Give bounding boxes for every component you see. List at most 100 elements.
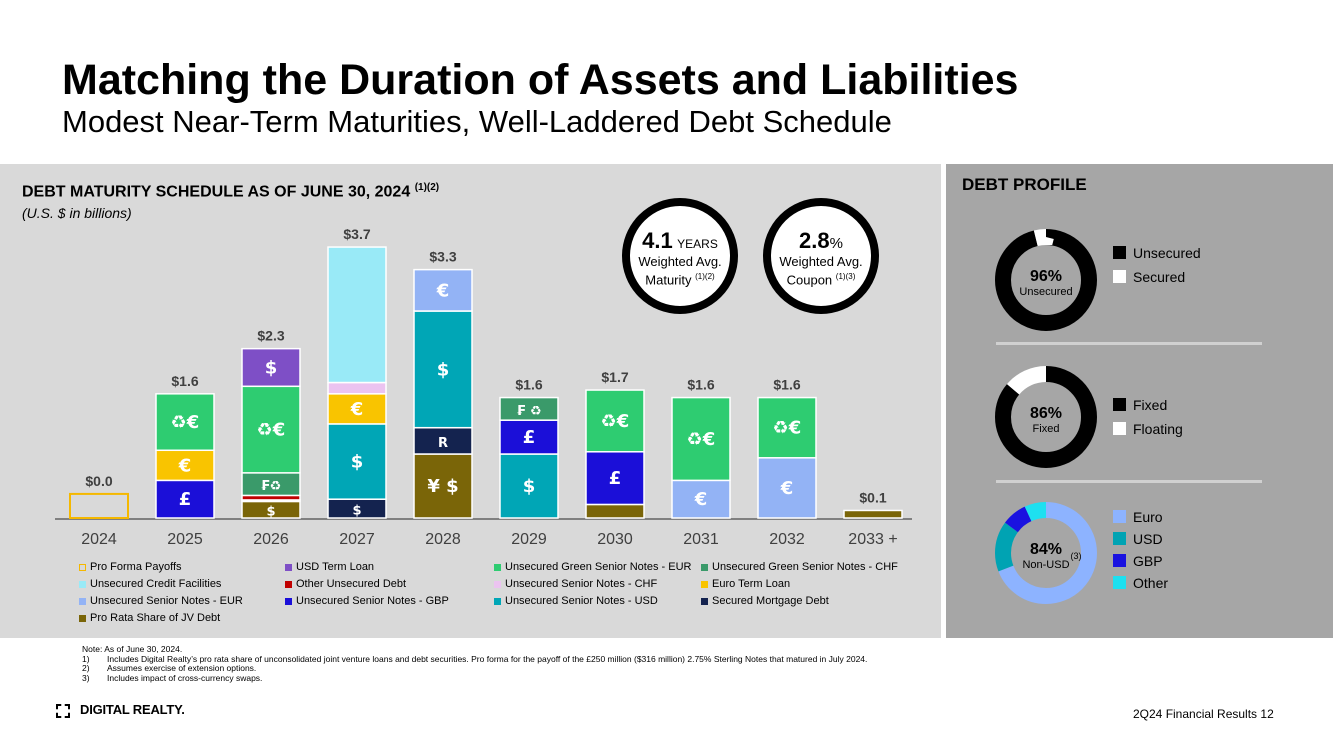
profile-legend-label: GBP [1133, 553, 1163, 569]
profile-divider [996, 342, 1262, 345]
profile-legend-item: Floating [1113, 421, 1183, 437]
legend-label: USD Term Loan [296, 561, 375, 573]
chart-heading-text: DEBT MATURITY SCHEDULE AS OF JUNE 30, 20… [22, 183, 411, 201]
bar-segment-symbol: $ [523, 476, 536, 497]
legend-item: Euro Term Loan [701, 578, 790, 590]
x-tick-label: 2026 [253, 531, 289, 548]
page-subtitle: Modest Near-Term Maturities, Well-Ladder… [62, 104, 892, 139]
legend-swatch [79, 614, 86, 622]
bar-segment-senior-gbp [499, 419, 559, 455]
legend-item: Unsecured Senior Notes - CHF [494, 578, 657, 590]
bar-total-label: $1.7 [601, 369, 628, 385]
profile-legend-label: Floating [1133, 421, 1183, 437]
bar-segment-euro-term-loan [155, 449, 215, 482]
legend-swatch [494, 580, 501, 588]
chart-heading-note: (1)(2) [414, 182, 440, 193]
bar-total-label: $3.3 [429, 249, 456, 265]
footnote-num: 2) [82, 663, 90, 673]
bar-total-label: $0.0 [85, 473, 112, 489]
bar-segment-symbol: £ [179, 489, 192, 510]
footnote-text: Includes impact of cross-currency swaps. [107, 672, 263, 683]
kpi-coupon-note: (1)(3) [835, 272, 856, 281]
bar-segment-symbol: $ [437, 359, 450, 380]
footnote-text: Assumes exercise of extension options. [107, 663, 257, 673]
legend-label: Unsecured Senior Notes - CHF [505, 578, 658, 590]
kpi-coupon-unit: % [829, 235, 843, 252]
footnote-text: Includes Digital Realty’s pro rata share… [107, 653, 868, 664]
profile-legend-label: Fixed [1133, 397, 1168, 413]
profile-legend-label: Other [1133, 575, 1169, 591]
x-tick-label: 2033 + [848, 531, 897, 548]
bar-segment-senior-eur [413, 268, 473, 312]
bar-segment-symbol: £ [609, 468, 622, 489]
debt-profile-donuts: 96%Unsecured 86%Fixed 84%Non-USD(3) [995, 229, 1097, 604]
donut-center-value: 84% [1030, 541, 1062, 558]
profile-legend-label: USD [1133, 531, 1163, 547]
debt-maturity-chart: $0.0 2024 £ € ♻€ $1.6 2025 $ ₣♻ ♻€ $ $2.3 2026 $ $ € $3.… [55, 226, 912, 548]
footnote-row: Note: As of June 30, 2024. [82, 644, 867, 655]
bar-segment-green-eur [671, 396, 731, 482]
bar-segment-symbol: £ [523, 427, 536, 448]
bar-segment-symbol: $ [352, 504, 361, 519]
profile-legend-item: Secured [1113, 269, 1185, 285]
bar-segment-symbol: ♻€ [773, 418, 802, 439]
kpi-maturity-note: (1)(2) [695, 272, 715, 281]
bar-segment-pro-forma [69, 492, 129, 520]
bar-segment-symbol: ₣♻ [261, 479, 282, 494]
footnotes: Note: As of June 30, 2024. 1) Includes Di… [82, 644, 868, 683]
donut-center-label: Fixed [1033, 423, 1060, 435]
bar-segment-symbol: $ [266, 505, 275, 520]
profile-legend-item: GBP [1113, 553, 1163, 569]
legend-label: Unsecured Green Senior Notes - EUR [505, 561, 692, 573]
profile-legend-swatch [1113, 509, 1126, 523]
bar-total-label: $3.7 [343, 226, 370, 242]
bar-segment-green-eur [757, 396, 817, 459]
x-tick-label: 2024 [81, 531, 117, 548]
footnote-num: 1) [82, 653, 90, 664]
legend-item: Other Unsecured Debt [285, 578, 406, 590]
profile-legend-swatch [1113, 575, 1126, 589]
logo-text: DIGITAL REALTY. [80, 702, 185, 717]
legend-item: Unsecured Credit Facilities [79, 578, 221, 590]
legend-label: Pro Rata Share of JV Debt [90, 612, 221, 624]
bar-segment-symbol: ¥ $ [427, 476, 458, 497]
legend-item: USD Term Loan [285, 561, 374, 573]
donut-hole [1011, 382, 1081, 452]
profile-legend-label: Secured [1133, 269, 1186, 285]
legend-item: Pro Rata Share of JV Debt [79, 612, 220, 624]
bar-total-label: $1.6 [171, 373, 198, 389]
x-tick-label: 2029 [511, 531, 547, 548]
legend-swatch [701, 580, 708, 588]
legend-item: Unsecured Green Senior Notes - EUR [494, 561, 691, 573]
footnote-text: As of June 30, 2024. [104, 644, 183, 654]
bar-segment-symbol: $ [265, 357, 278, 378]
chart-units: (U.S. $ in billions) [22, 205, 132, 221]
profile-divider [996, 480, 1262, 483]
bar-total-label: $1.6 [773, 377, 800, 393]
legend-item: Unsecured Senior Notes - USD [494, 595, 658, 607]
bar-segment-symbol: ♻€ [257, 420, 286, 441]
donut-center-label: Non-USD [1022, 559, 1069, 571]
legend-item: Secured Mortgage Debt [701, 595, 829, 607]
legend-label: Unsecured Credit Facilities [90, 578, 222, 590]
logo-bracket-icon [56, 703, 70, 718]
footnote-row: 1) Includes Digital Realty’s pro rata sha… [82, 653, 868, 665]
footnote-num: Note: [82, 644, 103, 654]
kpi-coupon-label: Weighted Avg. Coupon [779, 254, 863, 288]
bar-segment-symbol: ♻€ [687, 429, 716, 450]
profile-legend-item: USD [1113, 531, 1163, 547]
profile-legend-swatch [1113, 397, 1126, 411]
legend-item: Pro Forma Payoffs [79, 561, 182, 573]
bar-segment-symbol: ♻€ [171, 412, 200, 433]
bar-segment-symbol: R [438, 436, 448, 451]
bar-segment-senior-eur [757, 457, 817, 519]
donut-center-label: Unsecured [1019, 286, 1072, 298]
kpi-coupon-circle: 2.8% Weighted Avg. Coupon (1)(3) [763, 198, 879, 314]
profile-legend-swatch [1113, 245, 1126, 259]
legend-swatch [701, 597, 708, 605]
bar-total-label: $2.3 [257, 328, 284, 344]
bar-segment-symbol: € [694, 489, 708, 510]
legend-swatch [79, 580, 86, 588]
legend-item: Unsecured Green Senior Notes - CHF [701, 561, 898, 573]
bar-total-label: $1.6 [687, 377, 714, 393]
